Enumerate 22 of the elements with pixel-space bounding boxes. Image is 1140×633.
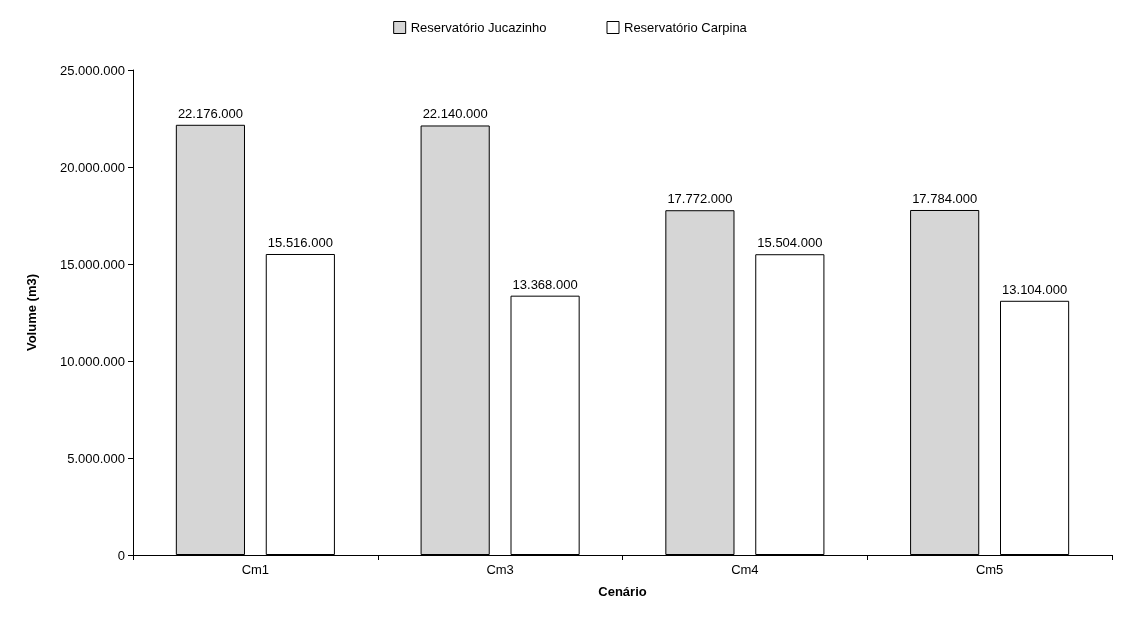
x-tick-label: Cm3: [486, 562, 514, 577]
y-tick-label: 25.000.000: [59, 62, 125, 78]
y-tick-label: 10.000.000: [59, 353, 125, 369]
data-label: 22.176.000: [177, 105, 243, 121]
y-tick-label: 5.000.000: [67, 450, 125, 466]
data-label: 22.140.000: [422, 106, 488, 122]
data-label: 17.784.000: [912, 190, 978, 206]
x-tick-label: Cm1: [241, 562, 270, 577]
data-label: 15.516.000: [267, 234, 333, 250]
data-label: 17.772.000: [667, 191, 733, 207]
y-tick-label: 15.000.000: [59, 256, 125, 272]
legend-label: Reservatório Jucazinho: [410, 20, 547, 35]
x-tick-label: Cm4: [731, 562, 759, 577]
data-label: 15.504.000: [757, 235, 823, 251]
y-axis-title: Volume (m3): [24, 273, 39, 352]
legend-label: Reservatório Carpina: [624, 20, 748, 35]
data-label: 13.104.000: [1002, 281, 1068, 297]
x-tick-label: Cm5: [975, 562, 1004, 577]
data-label: 13.368.000: [512, 276, 578, 292]
x-axis-title: Cenário: [598, 584, 647, 599]
y-tick-label: 0: [117, 547, 125, 563]
y-tick-label: 20.000.000: [59, 159, 125, 175]
